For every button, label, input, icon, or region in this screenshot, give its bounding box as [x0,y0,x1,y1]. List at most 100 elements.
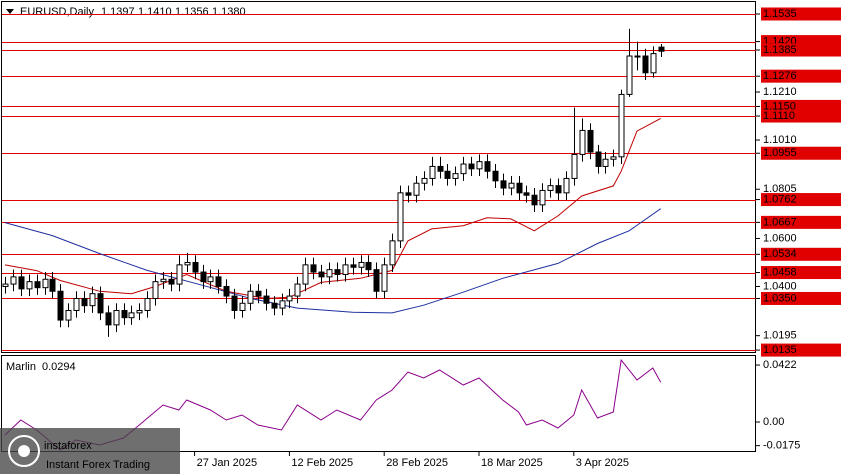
candle-body [121,309,128,319]
candle-body [184,261,191,266]
candle-body [334,269,341,275]
level-label-box [761,109,841,123]
y-tick-label: 1.0350 [763,292,797,304]
y-tick-label: 1.0762 [763,193,797,205]
y-tick-label: 1.1150 [763,100,796,112]
candle-body [397,192,404,242]
y-tick-label: 1.0955 [763,147,797,159]
candle-body [508,182,515,189]
candle-body [97,293,104,314]
candle-body [523,192,530,196]
candle-body [10,276,17,285]
candle-body [2,283,9,287]
candle-body [89,293,96,307]
level-label-box [761,43,841,57]
watermark-tagline: Instant Forex Trading [46,459,150,471]
candle-body [358,261,365,268]
candle-body [271,302,278,309]
candle-body [42,278,49,289]
candle-body [113,309,120,326]
y-tick-label: 1.0135 [763,344,797,356]
candle-body [49,278,56,292]
moving-average [4,208,661,314]
candle-body [318,271,325,278]
candle-body [413,182,420,196]
osc-tick-label: 0.00 [763,416,784,428]
level-label-box [761,266,841,280]
candle-body [500,180,507,189]
level-label-box [761,146,841,160]
candle-body [555,185,562,194]
candle-body [642,55,649,74]
candle-body [18,276,25,290]
candle-body [160,278,167,283]
level-label-box [761,215,841,229]
header-close: 1.1380 [212,6,246,18]
candle-body [468,163,475,170]
candle-body [144,297,151,311]
candle-body [405,192,412,196]
candle-body [602,158,609,167]
candle-body [460,163,467,175]
level-label-box [761,247,841,261]
candle-body [73,297,80,311]
candle-body [650,53,657,74]
candle-body [239,302,246,311]
candle-body [429,165,436,179]
candle-body [595,151,602,167]
x-tick-label: 18 Mar 2025 [481,457,543,469]
candle-body [168,278,175,285]
candle-body [65,309,72,321]
osc-tick-label: 0.0422 [763,359,797,371]
candle-body [279,300,286,309]
candle-body [547,185,554,191]
header-high: 1.1410 [138,6,172,18]
candle-body [452,173,459,179]
level-label-box [761,291,841,305]
y-tick-label: 1.1276 [763,70,797,82]
level-label-box [761,7,841,21]
x-tick-label: 3 Apr 2025 [576,457,629,469]
y-tick-label: 1.0195 [763,330,797,342]
y-tick-label: 1.0805 [763,183,797,195]
level-label-box [761,343,841,357]
candle-body [57,290,64,321]
candle-body [658,46,665,52]
candle-body [634,55,641,58]
candle-body [207,276,214,283]
candle-body [350,264,357,268]
candle-body [215,276,222,287]
candle-body [571,153,578,179]
header-open: 1.1397 [101,6,135,18]
candle-body [310,264,317,273]
oscillator-panel-frame [1,355,756,452]
candle-body [626,55,633,95]
oscillator-label: Marlin 0.0294 [6,361,76,373]
candle-body [476,161,483,170]
candle-body [200,271,207,283]
y-tick-label: 1.0400 [763,280,797,292]
candle-body [365,261,372,271]
y-tick-label: 1.1535 [763,8,797,20]
candle-body [223,285,230,297]
header-low: 1.1356 [175,6,209,18]
candle-body [34,281,41,289]
candle-body [152,281,159,299]
candle-body [286,295,293,302]
candle-body [492,170,499,182]
x-tick-label: 12 Feb 2025 [291,457,353,469]
candle-body [421,177,428,184]
candle-body [342,264,349,275]
candle-body [563,177,570,194]
level-label-box [761,193,841,207]
x-tick-label: 27 Jan 2025 [197,457,258,469]
y-tick-label: 1.0534 [763,248,797,260]
y-tick-label: 1.1385 [763,44,797,56]
candle-body [484,161,491,172]
candle-body [618,93,625,158]
watermark-logo-core [18,445,30,457]
candle-body [105,312,112,326]
candle-body [231,295,238,311]
